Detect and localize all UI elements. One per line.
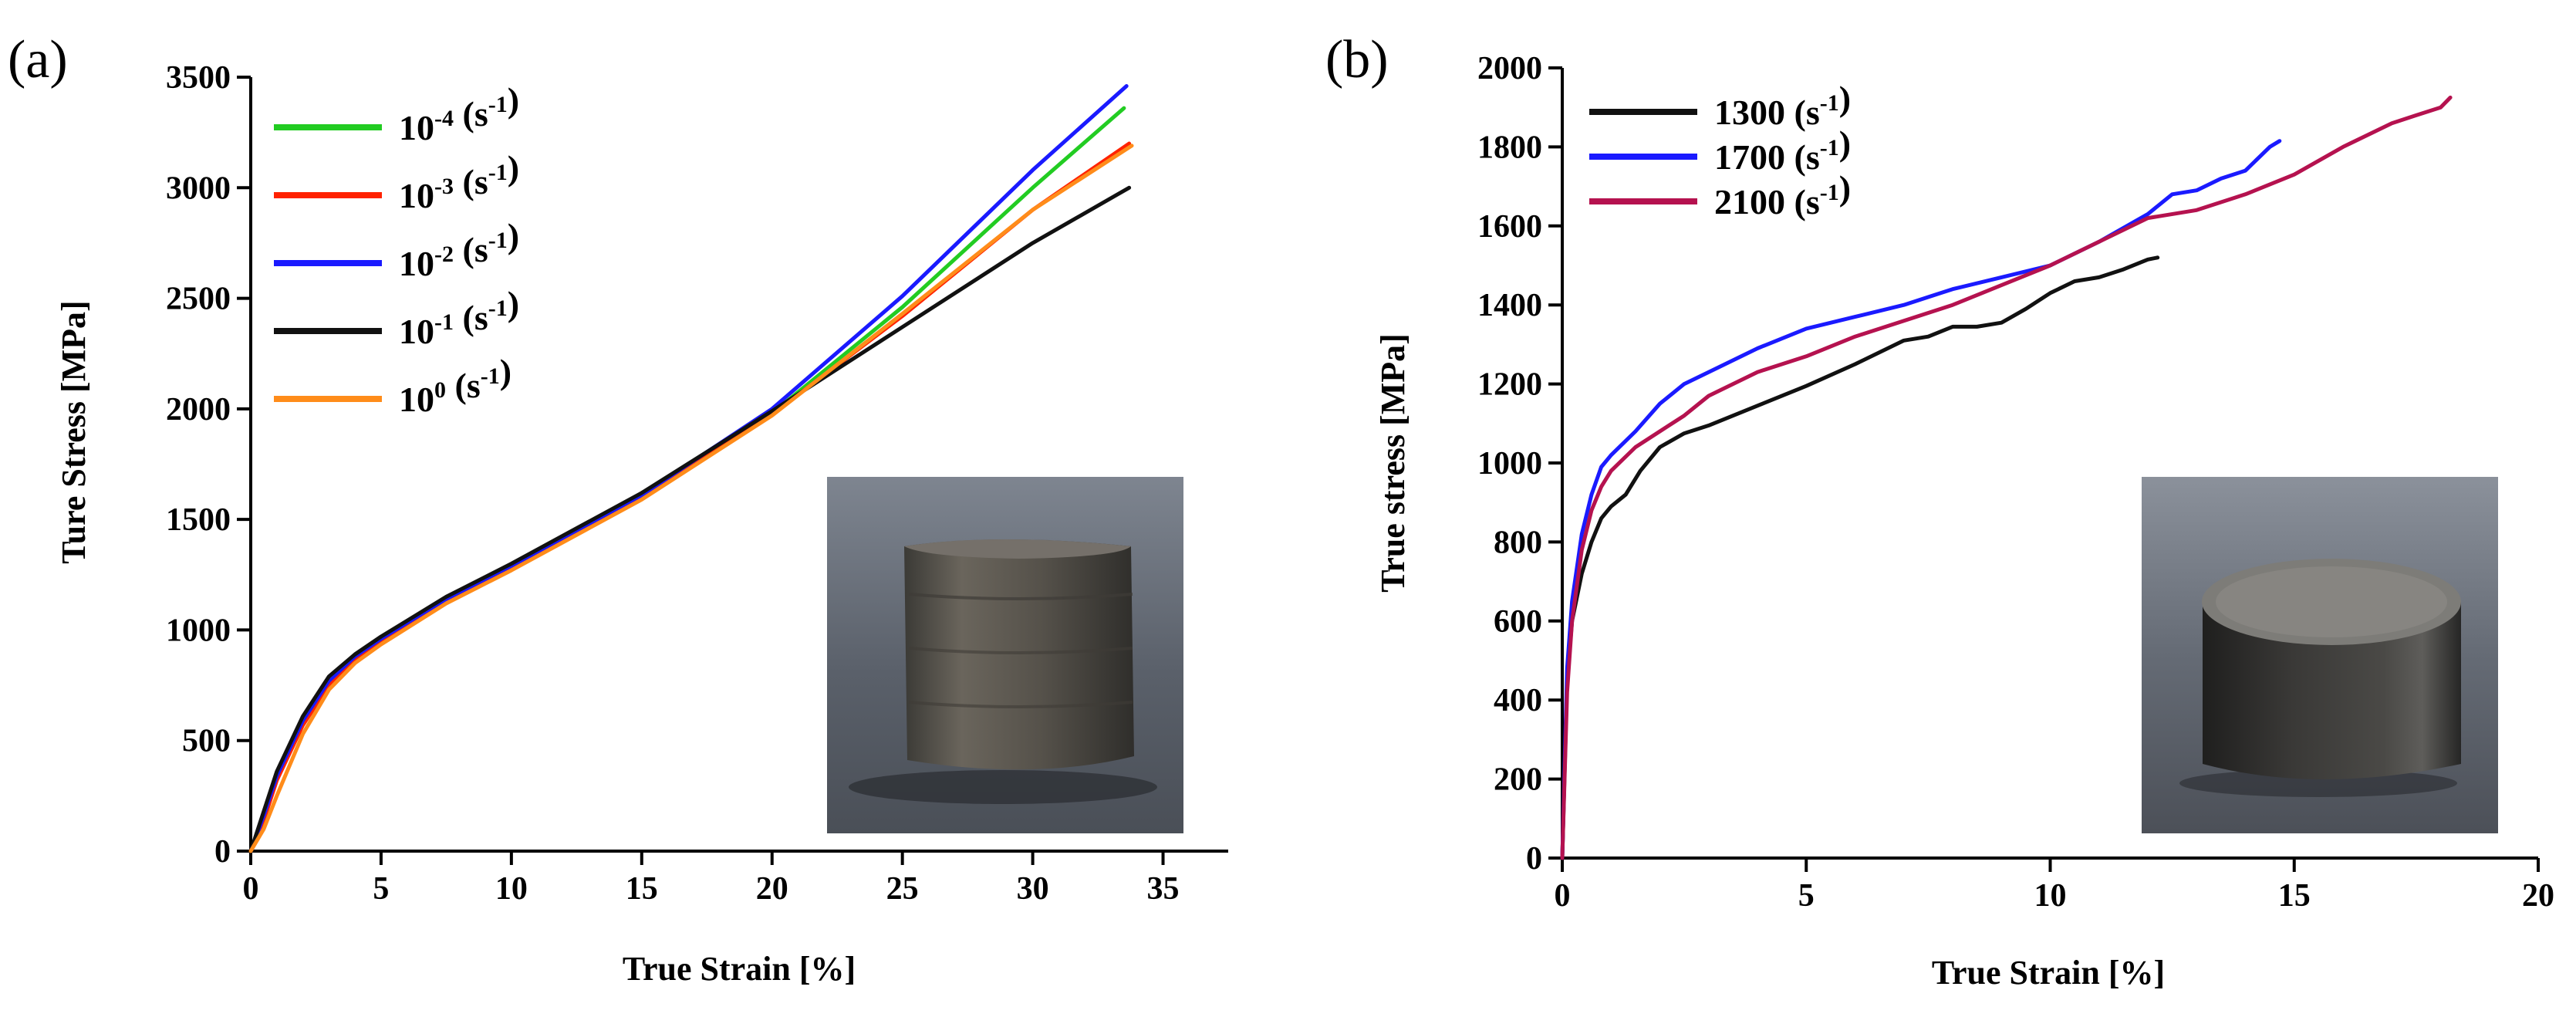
panel-a-y-tick-label: 3500 [166,60,231,96]
panel-a-y-tick-label: 2500 [166,282,231,317]
panel-a-y-tick-label: 3000 [166,171,231,206]
panel-b-x-tick-label: 0 [1555,878,1571,914]
panel-b-series-line-0 [1560,255,2160,860]
panel-a-legend-label-2: 10-2 (s-1) [399,216,519,283]
panel-b: (b) 0 5 10 15 200200400600800100012001400160… [1325,30,2554,992]
panel-b-x-tick-label: 15 [2278,878,2311,914]
panel-b-y-tick-label: 1800 [1477,130,1542,165]
panel-b-y-tick-label: 0 [1526,841,1542,877]
panel-a-x-tick-label: 10 [495,871,528,907]
panel-b-legend-label-2: 2100 (s-1) [1714,168,1851,221]
panel-b-x-tick-label: 10 [2034,878,2067,914]
panel-a-legend-label-4: 100 (s-1) [399,352,511,419]
panel-a-x-tick-label: 25 [886,871,919,907]
panel-b-legend-label-1: 1700 (s-1) [1714,123,1851,177]
panel-a-y-tick-label: 500 [182,724,231,759]
panel-b-y-tick-label: 1600 [1477,209,1542,245]
panel-a-y-tick-label: 1000 [166,613,231,648]
panel-b-y-tick-label: 600 [1494,604,1542,640]
panel-a-y-tick-label: 0 [214,834,231,870]
panel-b-y-tick-label: 200 [1494,762,1542,798]
inset-photo-deformed-sample [827,477,1183,833]
panel-a-x-tick-label: 0 [243,871,259,907]
panel-a-x-tick-label: 15 [626,871,658,907]
panel-a-x-axis-label: True Strain [%] [623,950,856,988]
panel-a-y-axis-label: Ture Stress [MPa] [55,300,93,563]
panel-a-series-line-4 [248,144,1134,853]
panel-a-y-tick-label: 1500 [166,502,231,538]
inset-photo-undeformed-sample [2142,477,2498,833]
panel-b-x-tick-label: 5 [1798,878,1815,914]
panel-b-y-tick-label: 400 [1494,683,1542,718]
panel-b-y-tick-label: 2000 [1477,51,1542,86]
panel-b-y-tick-label: 1200 [1477,367,1542,403]
panel-b-y-axis-label: True stress [MPa] [1374,333,1412,593]
panel-a-x-tick-label: 20 [756,871,788,907]
panel-b-y-tick-label: 800 [1494,525,1542,560]
panel-a-legend-label-0: 10-4 (s-1) [399,80,519,147]
panel-b-x-tick-label: 20 [2522,878,2554,914]
panel-a-x-tick-label: 5 [373,871,389,907]
panel-b-y-tick-label: 1400 [1477,288,1542,323]
panel-b-x-axis-label: True Strain [%] [1932,954,2165,992]
panel-b-label: (b) [1325,30,1389,90]
panel-a-y-tick-label: 2000 [166,392,231,427]
panel-b-series-line-2 [1560,95,2453,860]
panel-a-legend-label-1: 10-3 (s-1) [399,148,519,215]
panel-a-series-line-3 [248,185,1132,853]
panel-a: (a) [8,30,1228,988]
panel-a-legend-label-3: 10-1 (s-1) [399,284,519,351]
panel-b-y-tick-label: 1000 [1477,446,1542,481]
panel-a-x-tick-label: 30 [1017,871,1049,907]
panel-b-legend-label-0: 1300 (s-1) [1714,79,1851,132]
panel-b-series-line-1 [1560,139,2282,860]
panel-a-x-tick-label: 35 [1147,871,1180,907]
panel-a-label: (a) [8,30,68,90]
